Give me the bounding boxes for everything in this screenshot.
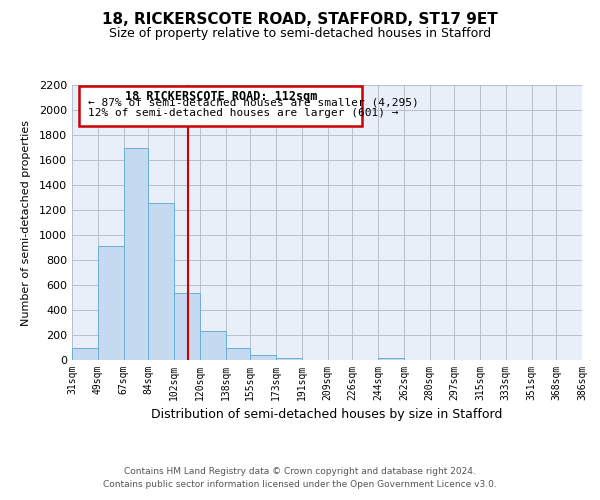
Bar [250,355,276,360]
Bar [276,358,302,360]
Text: Size of property relative to semi-detached houses in Stafford: Size of property relative to semi-detach… [109,28,491,40]
Bar [174,292,200,360]
FancyBboxPatch shape [79,86,362,126]
Bar [226,348,250,360]
Bar [124,148,148,360]
Bar [378,358,404,360]
Text: Contains public sector information licensed under the Open Government Licence v3: Contains public sector information licen… [103,480,497,489]
Bar [98,246,124,360]
Text: 12% of semi-detached houses are larger (601) →: 12% of semi-detached houses are larger (… [88,108,398,118]
Bar [72,348,98,360]
Text: 18 RICKERSCOTE ROAD: 112sqm: 18 RICKERSCOTE ROAD: 112sqm [125,90,317,103]
Text: 18, RICKERSCOTE ROAD, STAFFORD, ST17 9ET: 18, RICKERSCOTE ROAD, STAFFORD, ST17 9ET [102,12,498,28]
Bar [148,202,174,360]
Text: ← 87% of semi-detached houses are smaller (4,295): ← 87% of semi-detached houses are smalle… [88,98,419,108]
Bar [200,330,226,360]
Y-axis label: Number of semi-detached properties: Number of semi-detached properties [20,120,31,326]
X-axis label: Distribution of semi-detached houses by size in Stafford: Distribution of semi-detached houses by … [151,408,503,422]
Text: Contains HM Land Registry data © Crown copyright and database right 2024.: Contains HM Land Registry data © Crown c… [124,467,476,476]
